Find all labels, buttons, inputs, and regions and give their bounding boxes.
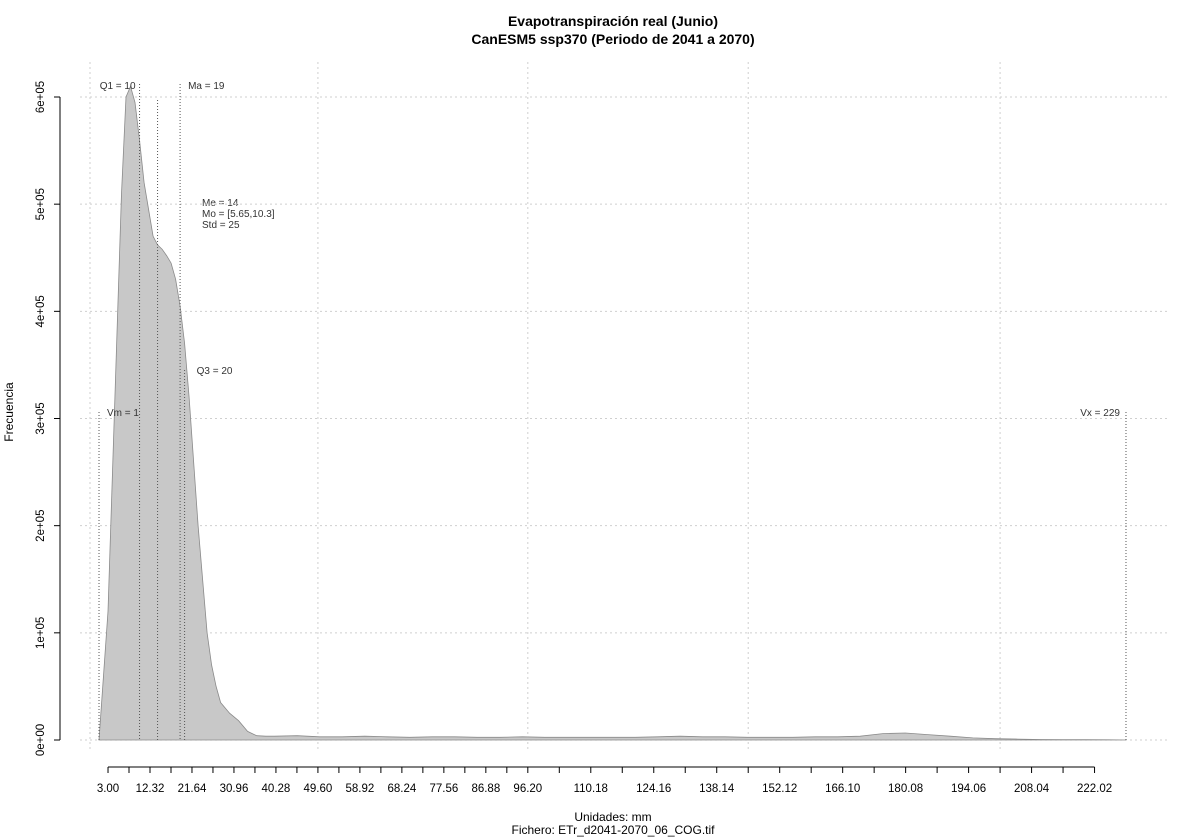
marker-label: Q1 = 10 (100, 81, 136, 92)
x-tick-label: 49.60 (304, 783, 333, 795)
x-tick-label: 21.64 (178, 783, 207, 795)
y-tick-label: 0e+00 (35, 724, 47, 756)
x-tick-label: 180.08 (888, 783, 923, 795)
density-area (98, 85, 1127, 741)
marker-label: Ma = 19 (188, 81, 225, 92)
x-tick-label: 58.92 (346, 783, 375, 795)
x-tick-label: 30.96 (220, 783, 249, 795)
x-tick-label: 12.32 (136, 783, 165, 795)
x-tick-label: 222.02 (1077, 783, 1112, 795)
x-tick-label: 40.28 (262, 783, 291, 795)
x-tick-label: 208.04 (1014, 783, 1050, 795)
x-tick-label: 68.24 (387, 783, 416, 795)
y-tick-label: 5e+05 (35, 188, 47, 220)
x-tick-label: 77.56 (429, 783, 458, 795)
y-axis-label: Frecuencia (2, 382, 16, 442)
marker-label: Vx = 229 (1080, 408, 1120, 419)
y-tick-label: 1e+05 (35, 617, 47, 649)
x-tick-label: 152.12 (762, 783, 797, 795)
x-tick-label: 138.14 (699, 783, 735, 795)
x-tick-label: 124.16 (636, 783, 671, 795)
y-tick-label: 4e+05 (35, 295, 47, 327)
x-tick-label: 96.20 (513, 783, 542, 795)
stat-std: Std = 25 (202, 220, 240, 231)
x-axis-label: Unidades: mm (574, 810, 651, 824)
x-tick-label: 166.10 (825, 783, 860, 795)
marker-label: Q3 = 20 (197, 366, 233, 377)
x-tick-label: 194.06 (951, 783, 986, 795)
x-tick-label: 86.88 (471, 783, 500, 795)
stat-median: Me = 14 (202, 198, 239, 209)
stat-mode: Mo = [5.65,10.3] (202, 209, 275, 220)
x-tick-label: 3.00 (97, 783, 119, 795)
y-tick-label: 6e+05 (35, 81, 47, 113)
y-tick-label: 3e+05 (35, 402, 47, 434)
footer-filename: Fichero: ETr_d2041-2070_06_COG.tif (512, 823, 716, 837)
x-tick-label: 110.18 (574, 783, 608, 795)
y-tick-label: 2e+05 (35, 510, 47, 542)
chart-title: Evapotranspiración real (Junio) (508, 13, 718, 29)
marker-label: Vm = 1 (107, 408, 139, 419)
chart-subtitle: CanESM5 ssp370 (Periodo de 2041 a 2070) (471, 31, 754, 47)
